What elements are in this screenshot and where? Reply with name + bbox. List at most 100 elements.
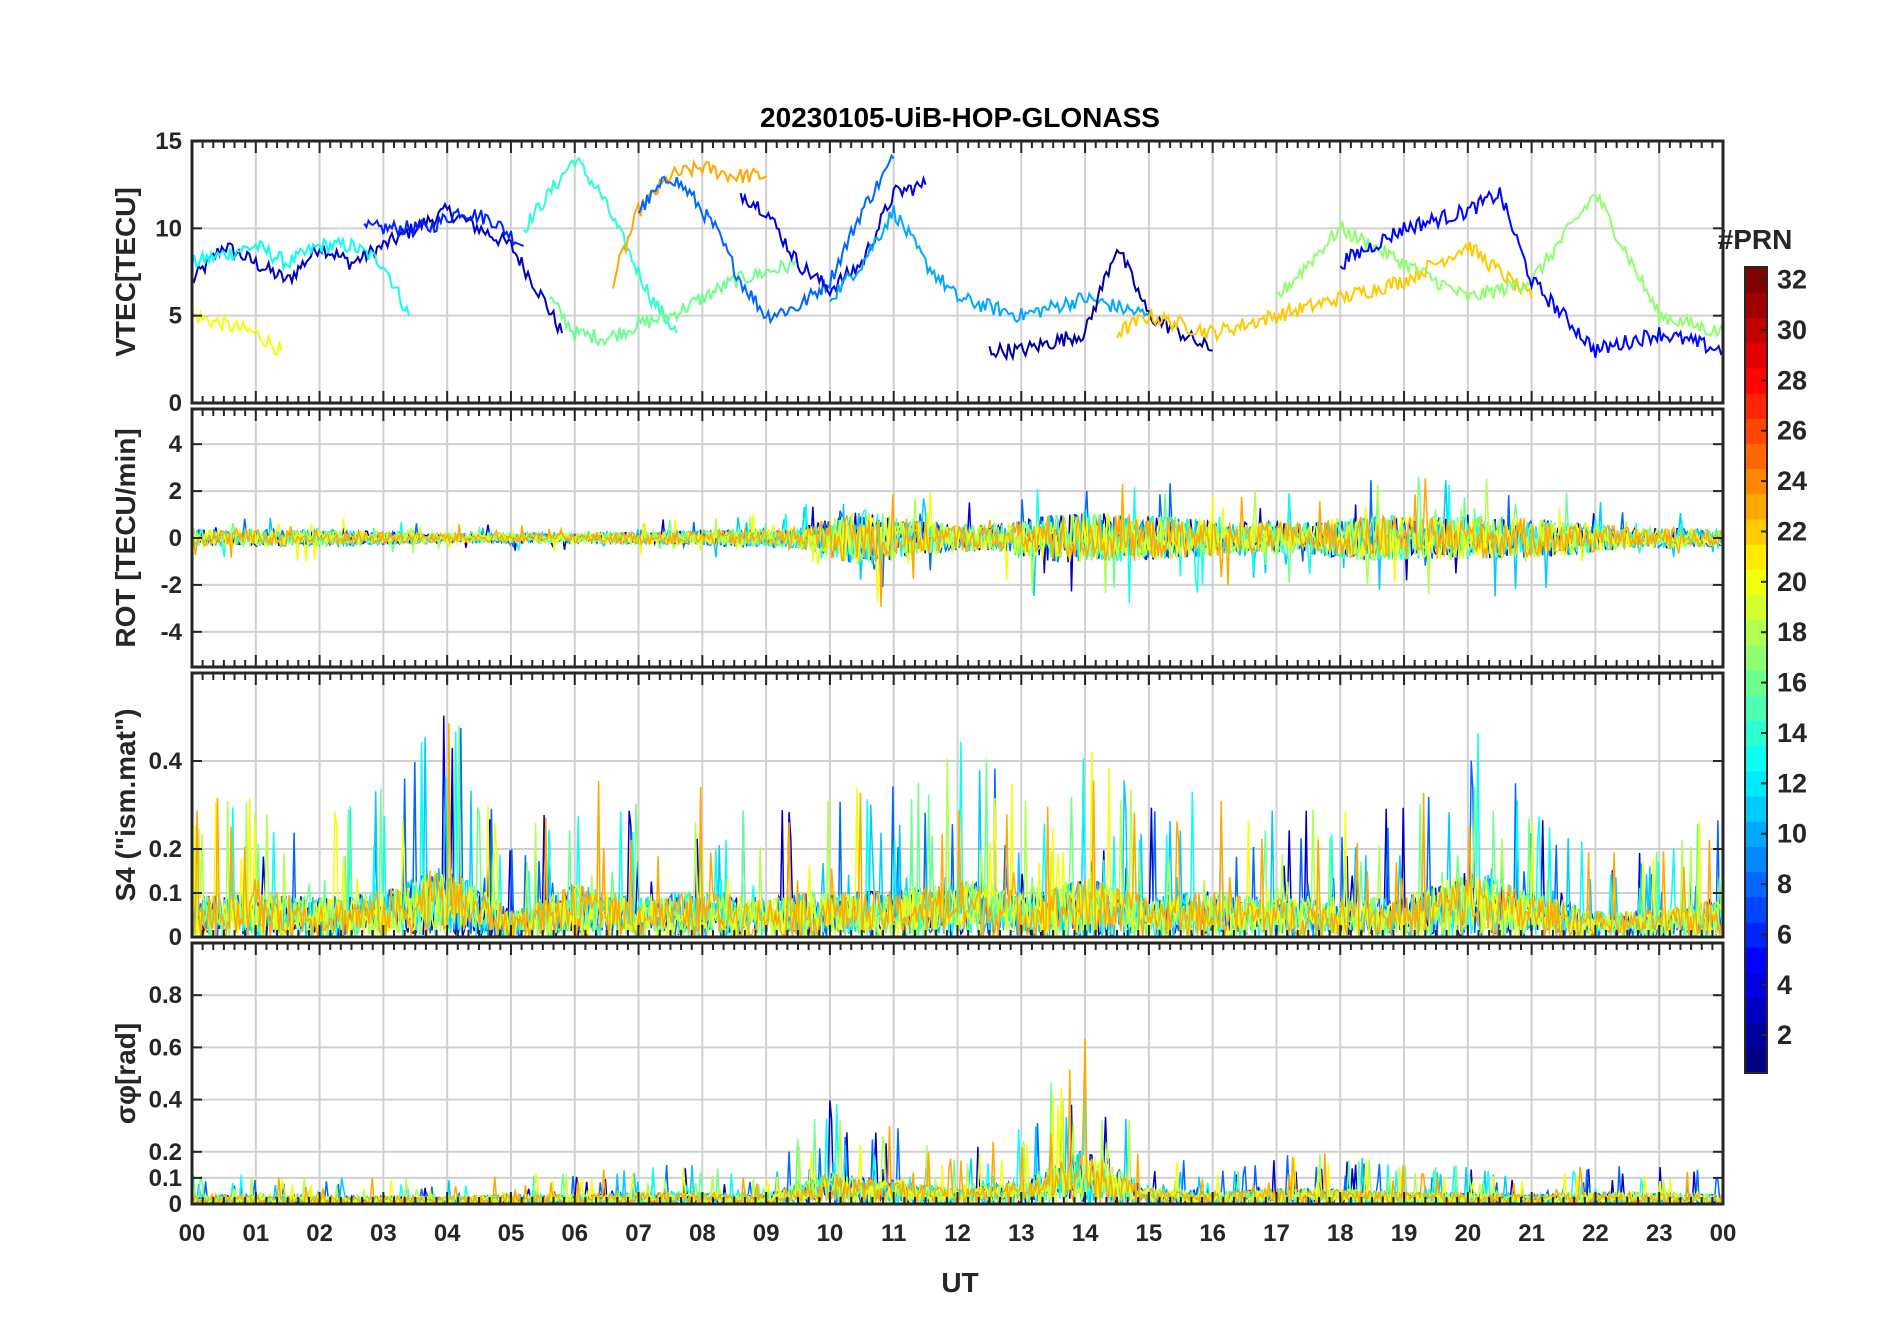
y-axis-label: S4 ("ism.mat") — [110, 708, 141, 901]
x-tick-label: 00 — [1710, 1220, 1737, 1247]
x-tick-label: 09 — [753, 1220, 780, 1247]
x-tick-label: 12 — [944, 1220, 971, 1247]
colorbar-segment — [1745, 821, 1767, 847]
y-tick-label: -4 — [161, 619, 183, 646]
series-noise-prn-23 — [192, 478, 1723, 608]
colorbar-segment — [1745, 745, 1767, 772]
x-tick-label: 11 — [881, 1220, 906, 1247]
colorbar-tick-label: 30 — [1777, 315, 1807, 345]
data-1 — [192, 153, 1723, 362]
colorbar-segment — [1745, 871, 1767, 898]
series-line-prn-13 — [192, 236, 410, 316]
chart-title: 20230105-UiB-HOP-GLONASS — [760, 102, 1160, 133]
panel-1: 0 5 10 15 VTEC[TECU] — [110, 128, 1725, 417]
x-tick-label: 20 — [1454, 1220, 1481, 1247]
colorbar-tick-label: 16 — [1777, 668, 1807, 698]
y-tick-label: 0 — [169, 1191, 182, 1218]
y-tick-label: -2 — [161, 572, 182, 599]
y-axis-label: ROT [TECU/min] — [110, 428, 141, 647]
x-tick-label: 17 — [1263, 1220, 1290, 1247]
y-tick-label: 0.2 — [149, 1139, 182, 1166]
y-tick-label: 2 — [169, 478, 182, 505]
colorbar-segment — [1745, 947, 1767, 973]
x-tick-label: 16 — [1199, 1220, 1226, 1247]
y-tick-label: 0.4 — [149, 1087, 183, 1114]
y-axis-label: VTEC[TECU] — [110, 187, 141, 357]
colorbar-segment — [1745, 267, 1767, 293]
minor-ticks — [191, 943, 1724, 1205]
panel-4: 00.10.2 0.4 0.6 0.8 σφ[rad] 00 01 02 03 04 05 06 07 0… — [110, 941, 1737, 1247]
x-tick-label: 01 — [242, 1220, 269, 1247]
colorbar-segment — [1745, 544, 1767, 570]
colorbar-tick-label: 2 — [1777, 1020, 1792, 1050]
x-axis-label: UT — [941, 1267, 978, 1298]
x-tick-label: 02 — [306, 1220, 333, 1247]
series-line-prn-4 — [739, 174, 927, 298]
y-tick-label: 0 — [169, 924, 182, 951]
colorbar-segment — [1745, 619, 1767, 646]
colorbar-tick-label: 4 — [1777, 970, 1792, 1000]
colorbar-tick-label: 32 — [1777, 265, 1807, 295]
colorbar-segment — [1745, 418, 1767, 444]
x-tick-label: 23 — [1646, 1220, 1673, 1247]
colorbar-segment — [1745, 644, 1767, 671]
y-tick-label: 15 — [155, 128, 182, 155]
y-tick-label: 0 — [169, 525, 182, 552]
x-tick-label: 05 — [498, 1220, 525, 1247]
colorbar-segment — [1745, 594, 1767, 621]
colorbar-tick-label: 14 — [1777, 718, 1807, 748]
colorbar-tick-label: 18 — [1777, 617, 1807, 647]
colorbar-segment — [1745, 342, 1767, 369]
grid-1 — [191, 140, 1724, 404]
x-tick-label: 21 — [1518, 1220, 1545, 1247]
colorbar-segment — [1745, 493, 1767, 520]
x-tick-label: 10 — [817, 1220, 844, 1247]
y-tick-label: 0.1 — [149, 880, 182, 907]
y-tick-label: 0.4 — [149, 748, 183, 775]
y-tick-label: 0.8 — [149, 982, 182, 1009]
series-line-prn-5 — [1339, 187, 1723, 358]
series-line-prn-6 — [363, 207, 524, 247]
y-tick-label: 0.1 — [149, 1165, 182, 1192]
colorbar-segment — [1745, 972, 1767, 999]
x-tick-label: 15 — [1136, 1220, 1163, 1247]
minor-ticks — [191, 673, 1724, 938]
colorbar-segment — [1745, 997, 1767, 1024]
x-tick-label: 04 — [434, 1220, 461, 1247]
x-tick-label: 00 — [179, 1220, 206, 1247]
x-tick-label: 03 — [370, 1220, 397, 1247]
colorbar-segment — [1745, 720, 1767, 747]
y-tick-label: 10 — [155, 215, 182, 242]
x-tick-label: 13 — [1008, 1220, 1035, 1247]
panel-3: 0 0.1 0.2 0.4 S4 ("ism.mat") — [110, 671, 1725, 951]
data-2 — [192, 476, 1723, 608]
colorbar-segment — [1745, 795, 1767, 822]
colorbar-tick-label: 10 — [1777, 819, 1807, 849]
colorbar-segment — [1745, 1022, 1767, 1049]
x-tick-label: 22 — [1582, 1220, 1609, 1247]
x-tick-label: 08 — [689, 1220, 716, 1247]
series-line-prn-14 — [522, 156, 678, 334]
colorbar-segment — [1745, 695, 1767, 721]
colorbar-tick-label: 20 — [1777, 567, 1807, 597]
y-axis-label: σφ[rad] — [110, 1023, 141, 1124]
series-line-prn-23 — [612, 158, 767, 289]
colorbar-tick-label: 24 — [1777, 466, 1807, 496]
colorbar-frame — [1744, 266, 1768, 1074]
colorbar-segment — [1745, 317, 1767, 344]
series-line-prn-20 — [192, 309, 283, 356]
colorbar-segment — [1745, 670, 1767, 696]
colorbar-label: #PRN — [1718, 224, 1793, 255]
x-tick-label: 18 — [1327, 1220, 1354, 1247]
series-line-prn-17 — [1275, 192, 1723, 339]
colorbar-segment — [1745, 1047, 1767, 1074]
colorbar-segment — [1745, 921, 1767, 948]
y-tick-label: 0.2 — [149, 836, 182, 863]
colorbar-tick-label: 12 — [1777, 768, 1807, 798]
y-tick-label: 5 — [169, 303, 182, 330]
colorbar-segment — [1745, 367, 1767, 394]
colorbar-tick-label: 6 — [1777, 919, 1792, 949]
colorbar-segment — [1745, 292, 1767, 318]
